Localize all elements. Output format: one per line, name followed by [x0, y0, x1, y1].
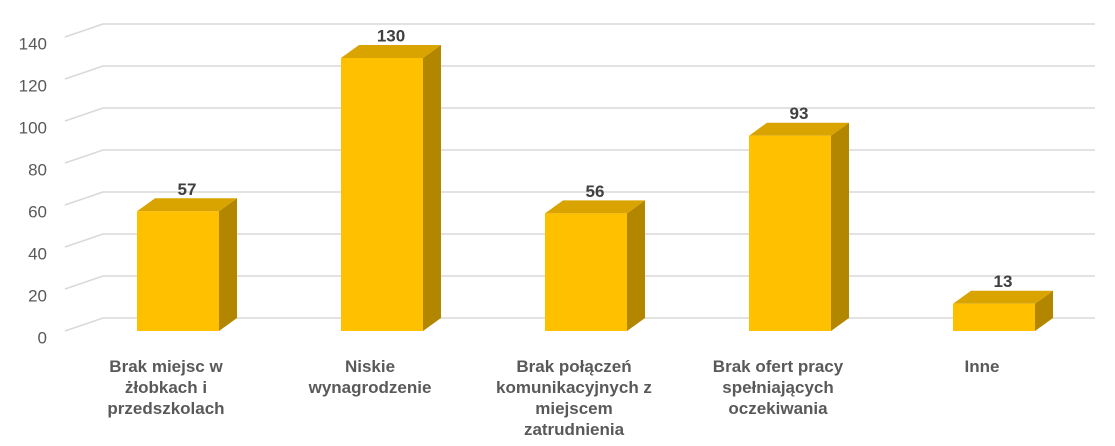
bar-side: [831, 122, 849, 331]
value-label: 93: [790, 104, 809, 123]
bar-side: [627, 200, 645, 331]
y-tick-label: 20: [28, 286, 47, 305]
bar-front: [953, 303, 1035, 331]
bar-front: [341, 58, 423, 331]
bar: [749, 122, 849, 331]
bar-top: [137, 198, 237, 212]
grid-line: [64, 149, 1095, 164]
x-tick-label: Brak ofert pracy spełniających oczekiwan…: [712, 357, 844, 418]
bar-front: [137, 211, 219, 331]
bar-top: [545, 200, 645, 214]
x-tick-label: Inne: [964, 357, 1000, 376]
bar-top: [341, 45, 441, 58]
y-tick-label: 120: [19, 76, 47, 95]
value-label: 130: [377, 26, 405, 45]
x-tick-label: Niskie wynagrodzenie: [308, 357, 432, 397]
grid-line: [64, 107, 1095, 122]
bar-side: [219, 198, 237, 331]
y-tick-label: 140: [19, 34, 47, 53]
y-tick-label: 80: [28, 160, 47, 179]
y-tick-label: 100: [19, 118, 47, 137]
bar-side: [1035, 290, 1053, 331]
grid-line: [64, 65, 1095, 80]
bar-front: [545, 213, 627, 331]
bar: [137, 198, 237, 331]
grid-line: [64, 23, 1095, 38]
y-tick-label: 60: [28, 202, 47, 221]
bar-top: [953, 290, 1053, 304]
bar: [953, 290, 1053, 331]
bar-side: [423, 45, 441, 331]
value-label: 13: [994, 272, 1013, 291]
y-tick-label: 0: [38, 328, 47, 347]
bar: [545, 200, 645, 331]
x-tick-label: Brak połączeń komunikacyjnych z miejscem…: [496, 357, 652, 439]
value-label: 56: [586, 182, 605, 201]
bar-front: [749, 135, 831, 331]
x-tick-label: Brak miejsc w żłobkach i przedszkolach: [107, 357, 225, 418]
y-tick-label: 40: [28, 244, 47, 263]
bar-top: [749, 122, 849, 136]
bar: [341, 45, 441, 331]
value-label: 57: [178, 180, 197, 199]
